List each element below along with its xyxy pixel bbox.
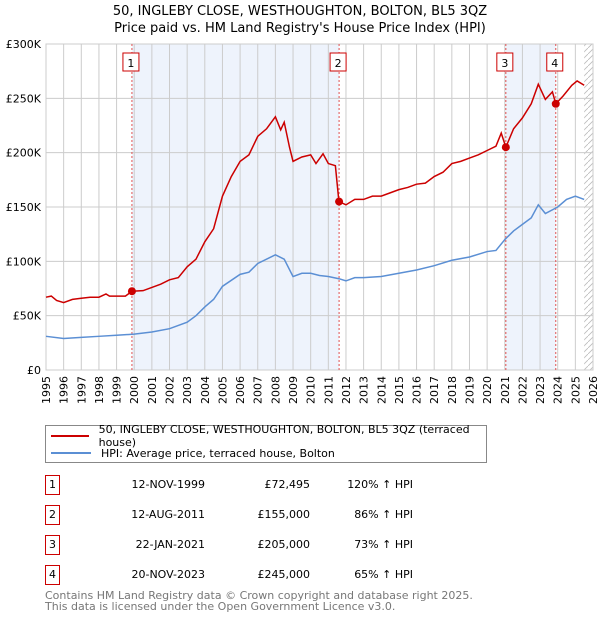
x-tick-label: 2022 [516,376,529,404]
footer: Contains HM Land Registry data © Crown c… [45,590,473,612]
y-tick-label: £0 [27,364,41,377]
x-tick-label: 2019 [463,376,476,404]
y-tick-label: £200K [6,147,42,160]
x-tick-label: 2008 [269,376,282,404]
sale-date: 22-JAN-2021 [135,538,205,551]
x-tick-label: 2000 [128,376,141,404]
x-tick-label: 2009 [287,376,300,404]
legend: 50, INGLEBY CLOSE, WESTHOUGHTON, BOLTON,… [45,423,487,463]
x-tick-label: 2018 [446,376,459,404]
x-tick-label: 2003 [181,376,194,404]
sale-price: £245,000 [257,568,311,581]
subtitle-line: Price paid vs. HM Land Registry's House … [114,21,486,36]
plot-frame [45,43,594,371]
x-tick-label: 1998 [93,376,106,404]
x-tick-label: 2023 [534,376,547,404]
sale-label: 2 [335,57,342,70]
x-tick-label: 2014 [375,376,388,404]
x-tick-label: 2001 [146,376,159,404]
y-tick-label: £250K [6,92,42,105]
x-tick-label: 2025 [569,376,582,404]
sale-hpi-change: 73% ↑ HPI [354,538,413,551]
sale-row: 1 12-NOV-1999 £72,495 120% ↑ HPI [45,475,545,495]
sale-price: £155,000 [257,508,311,521]
y-tick-label: £100K [6,255,42,268]
y-tick-label: £300K [6,38,42,51]
footer-line: This data is licensed under the Open Gov… [45,600,396,613]
x-tick-label: 2010 [305,376,318,404]
sale-number: 3 [45,535,60,555]
x-tick-label: 2026 [587,376,600,404]
sale-date: 12-AUG-2011 [131,508,205,521]
sale-label: 4 [551,57,558,70]
sale-price: £72,495 [264,478,311,491]
sale-point [127,287,136,296]
x-tick-label: 2012 [340,376,353,404]
sale-label-box [122,52,140,72]
sale-row: 3 22-JAN-2021 £205,000 73% ↑ HPI [45,535,545,555]
chart-title: 50, INGLEBY CLOSE, WESTHOUGHTON, BOLTON,… [0,3,600,37]
x-tick-label: 2007 [252,376,265,404]
x-tick-label: 2020 [481,376,494,404]
footer-line: Contains HM Land Registry data © Crown c… [45,589,473,602]
sale-point [335,197,344,206]
legend-swatch [51,452,91,454]
x-tick-label: 2015 [393,376,406,404]
sale-number: 4 [45,565,60,585]
x-tick-label: 2021 [499,376,512,404]
sale-row: 2 12-AUG-2011 £155,000 86% ↑ HPI [45,505,545,525]
title-line: 50, INGLEBY CLOSE, WESTHOUGHTON, BOLTON,… [112,4,488,19]
x-tick-label: 2005 [216,376,229,404]
legend-item-property: 50, INGLEBY CLOSE, WESTHOUGHTON, BOLTON,… [46,423,486,449]
sale-number: 1 [45,475,60,495]
x-tick-label: 2016 [411,376,424,404]
sale-label-box [546,52,564,72]
sale-label: 3 [501,57,508,70]
sale-row: 4 20-NOV-2023 £245,000 65% ↑ HPI [45,565,545,585]
sale-date: 12-NOV-1999 [131,478,205,491]
price-chart: 1995 1996 1997 1998 1999 2000 2001 2002 2003 2004… [6,38,600,404]
sale-label: 1 [127,57,134,70]
sale-label-box [496,52,514,72]
sale-hpi-change: 65% ↑ HPI [354,568,413,581]
y-tick-label: £150K [6,201,42,214]
x-tick-label: 2013 [358,376,371,404]
sale-number: 2 [45,505,60,525]
x-tick-label: 1996 [58,376,71,404]
sale-hpi-change: 120% ↑ HPI [347,478,413,491]
legend-label: 50, INGLEBY CLOSE, WESTHOUGHTON, BOLTON,… [98,423,470,449]
sale-point [501,143,510,152]
sale-label-box [329,52,347,72]
hpi-line [45,195,585,340]
x-tick-label: 2024 [552,376,565,404]
sale-point [551,99,560,108]
legend-swatch [51,435,89,437]
x-tick-label: 2017 [428,376,441,404]
legend-item-hpi: HPI: Average price, terraced house, Bolt… [46,445,335,461]
x-tick-label: 2006 [234,376,247,404]
x-tick-label: 1999 [111,376,124,404]
sale-date: 20-NOV-2023 [131,568,205,581]
legend-label: HPI: Average price, terraced house, Bolt… [101,446,335,460]
x-tick-label: 2011 [322,376,335,404]
sale-hpi-change: 86% ↑ HPI [354,508,413,521]
y-tick-label: £50K [13,310,42,323]
x-tick-label: 1997 [75,376,88,404]
x-tick-label: 2004 [199,376,212,404]
sale-price: £205,000 [257,538,311,551]
x-tick-label: 1995 [40,376,53,404]
x-tick-label: 2002 [164,376,177,404]
